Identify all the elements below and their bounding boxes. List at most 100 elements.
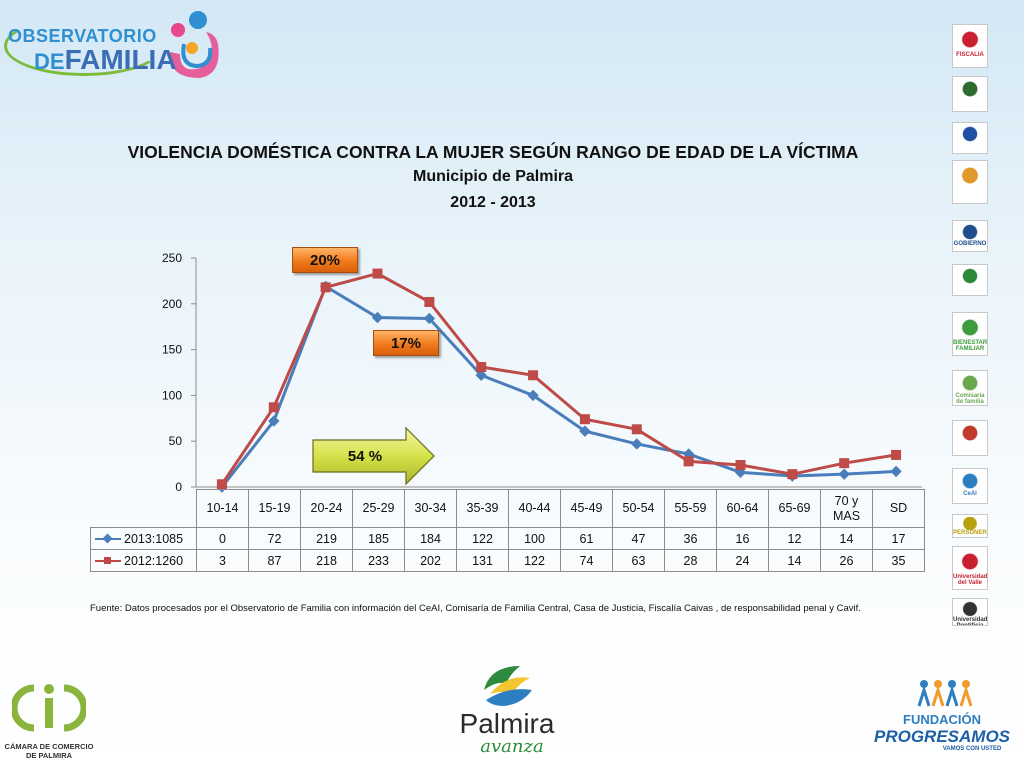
- data-point: [839, 458, 850, 469]
- progresamos-tagline: VAMOS CON USTED: [942, 746, 1002, 752]
- y-tick-label: 50: [169, 434, 183, 448]
- data-point: [476, 362, 487, 373]
- value-cell: 233: [352, 549, 405, 572]
- source-note: Fuente: Datos procesados por el Observat…: [90, 603, 861, 614]
- chart-series: [216, 268, 902, 493]
- data-point: [527, 389, 539, 402]
- value-cell: 36: [664, 527, 717, 550]
- category-cell: 70 y MAS: [820, 489, 873, 528]
- value-cell: 14: [820, 527, 873, 550]
- fiscalia-logo-label: FISCALIA: [956, 52, 984, 59]
- series-line-0: [220, 284, 897, 488]
- value-cell: 100: [508, 527, 561, 550]
- data-point: [268, 415, 280, 427]
- casa-justicia-logo-emblem: [953, 423, 987, 444]
- family-figure-icon: [169, 11, 219, 78]
- data-point: [735, 460, 746, 471]
- chart-title: VIOLENCIA DOMÉSTICA CONTRA LA MUJER SEGÚ…: [127, 142, 859, 162]
- policia-logo-emblem: [953, 79, 987, 100]
- value-cell: 218: [300, 549, 353, 572]
- value-cell: 87: [248, 549, 301, 572]
- upb-logo: Universidad Pontificia Bolivariana: [952, 598, 988, 626]
- y-tick-label: 0: [175, 480, 182, 494]
- y-tick-label: 200: [162, 297, 182, 311]
- series-name-2013: 2013:1085: [124, 531, 184, 546]
- value-cell: 47: [612, 527, 665, 550]
- data-point: [683, 456, 694, 467]
- data-point: [528, 370, 539, 381]
- ministerio-logo-emblem: [953, 125, 987, 143]
- policia-logo: [952, 76, 988, 112]
- value-cell: 16: [716, 527, 769, 550]
- ministerio-logo: [952, 122, 988, 154]
- bienestar-hands-logo-emblem: [953, 163, 987, 189]
- table-header-row: 10-14 15-19 20-24 25-29 30-34 35-39 40-4…: [90, 489, 925, 528]
- data-point: [475, 369, 487, 381]
- callout-17-percent: 17%: [373, 330, 439, 356]
- data-point: [631, 438, 643, 450]
- category-cell: 60-64: [716, 489, 769, 528]
- series-line-1: [220, 272, 897, 486]
- data-table: 10-14 15-19 20-24 25-29 30-34 35-39 40-4…: [90, 489, 925, 572]
- value-cell: 185: [352, 527, 405, 550]
- palmira-subtitle: avanza: [480, 736, 544, 757]
- value-cell: 202: [404, 549, 457, 572]
- casa-justicia-logo: [952, 420, 988, 456]
- value-cell: 61: [560, 527, 613, 550]
- value-cell: 122: [456, 527, 509, 550]
- progresamos-line2: PROGRESAMOS: [873, 727, 1011, 746]
- comisaria-logo: Comisaría de familia: [952, 370, 988, 406]
- series-name-2012: 2012:1260: [124, 553, 184, 568]
- observatorio-familia-logo: OBSERVATORIO DEFAMILIA: [4, 6, 226, 84]
- progresamos-figures-icon: [917, 680, 972, 707]
- data-point: [838, 468, 850, 480]
- ceai-logo: CeAI: [952, 468, 988, 504]
- category-cell: 10-14: [196, 489, 249, 528]
- comisaria-logo-label: Comisaría de familia: [955, 393, 985, 406]
- green-seal-logo: [952, 264, 988, 296]
- value-cell: 17: [872, 527, 925, 550]
- personeria-logo: PERSONERIA: [952, 514, 988, 538]
- y-tick-label: 150: [162, 343, 182, 357]
- value-cell: 14: [768, 549, 821, 572]
- gobierno-logo-label: GOBIERNO: [953, 241, 987, 247]
- upb-logo-emblem: [953, 601, 987, 617]
- univalle-logo: Universidad del Valle: [952, 546, 988, 590]
- category-cell: 25-29: [352, 489, 405, 528]
- logo-line2-prefix: DE: [34, 49, 65, 74]
- series-legend-2012: 2012:1260: [90, 549, 197, 572]
- value-cell: 28: [664, 549, 717, 572]
- legend-marker-2012: [95, 556, 121, 566]
- value-cell: 72: [248, 527, 301, 550]
- bienestar-hands-logo: [952, 160, 988, 204]
- data-point: [890, 465, 902, 478]
- value-cell: 74: [560, 549, 613, 572]
- data-point: [372, 268, 383, 279]
- y-tick-label: 100: [162, 388, 182, 402]
- value-cell: 122: [508, 549, 561, 572]
- category-cell: 50-54: [612, 489, 665, 528]
- data-point: [891, 449, 902, 460]
- table-corner: [90, 489, 197, 528]
- logo-line2-main: FAMILIA: [64, 44, 177, 75]
- category-cell: 65-69: [768, 489, 821, 528]
- y-tick-label: 250: [162, 251, 182, 265]
- table-row-2013: 2013:1085 0 72 219 185 184 122 100 61 47…: [90, 527, 925, 550]
- bienestar-familiar-logo-emblem: [953, 315, 987, 341]
- table-row-2012: 2012:1260 3 87 218 233 202 131 122 74 63…: [90, 549, 925, 572]
- personeria-logo-label: PERSONERIA: [953, 530, 987, 537]
- bienestar-familiar-logo: BIENESTAR FAMILIAR: [952, 312, 988, 356]
- camara-comercio-logo: CÁMARA DE COMERCIO DE PALMIRA: [4, 676, 94, 766]
- category-cell: 45-49: [560, 489, 613, 528]
- progresamos-line1: FUNDACIÓN: [903, 712, 981, 727]
- value-cell: 63: [612, 549, 665, 572]
- chart-period: 2012 - 2013: [450, 194, 536, 211]
- ceai-logo-label: CeAI: [963, 491, 977, 498]
- chart-axes: 0 50 100 150 200 250: [162, 251, 922, 494]
- data-point: [631, 424, 642, 435]
- fundacion-progresamos-logo: FUNDACIÓN PROGRESAMOS VAMOS CON USTED: [872, 676, 1012, 756]
- data-point: [268, 402, 279, 413]
- value-cell: 24: [716, 549, 769, 572]
